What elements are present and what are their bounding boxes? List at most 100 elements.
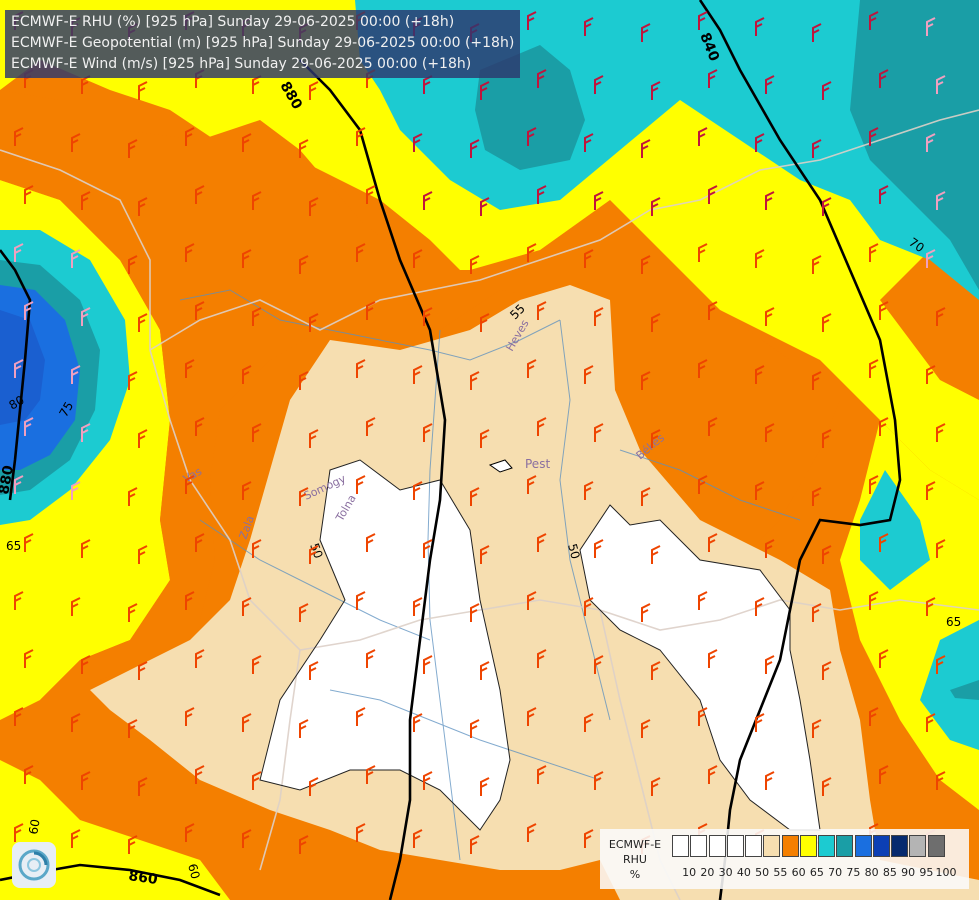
- wind-barb: [413, 597, 423, 616]
- wind-barb: [537, 765, 547, 784]
- legend-title-variable: RHU: [623, 853, 647, 866]
- wind-barb: [128, 371, 138, 390]
- wind-barb: [936, 75, 946, 94]
- wind-barb: [138, 429, 148, 448]
- legend-title: ECMWF-E RHU %: [604, 837, 666, 882]
- legend-tick-label: 30: [718, 866, 733, 879]
- wind-barb: [527, 243, 537, 262]
- wind-barb: [14, 127, 24, 146]
- legend-swatch: [763, 835, 781, 857]
- wind-barb: [584, 133, 594, 152]
- wind-barb: [594, 655, 604, 674]
- wind-barb: [309, 81, 319, 100]
- wind-barb: [138, 197, 148, 216]
- wind-barb: [24, 417, 34, 436]
- wind-barb: [651, 81, 661, 100]
- rhu-55-60-band-north: [0, 90, 840, 700]
- title-line-geopotential: ECMWF-E Geopotential (m) [925 hPa] Sunda…: [11, 35, 515, 51]
- rhu-label-60-south-b: 60: [185, 862, 202, 880]
- wind-barb: [926, 17, 936, 36]
- legend-swatch: [854, 835, 872, 857]
- wind-barb: [242, 133, 252, 152]
- wind-barb: [755, 17, 765, 36]
- wind-barb: [128, 487, 138, 506]
- wind-barb: [252, 191, 262, 210]
- logo: [12, 842, 56, 888]
- wind-barb: [299, 371, 309, 390]
- wind-barb: [594, 75, 604, 94]
- rhu-label-80: 80: [7, 393, 27, 413]
- wind-barb: [879, 649, 889, 668]
- wind-barb: [480, 545, 490, 564]
- wind-barb: [185, 475, 195, 494]
- wind-barb: [252, 655, 262, 674]
- wind-barb: [584, 481, 594, 500]
- title-line-rhu: ECMWF-E RHU (%) [925 hPa] Sunday 29-06-2…: [11, 14, 455, 30]
- wind-barb: [537, 649, 547, 668]
- wind-barb: [936, 191, 946, 210]
- wind-barb: [765, 423, 775, 442]
- legend-tick-label: 20: [700, 866, 715, 879]
- rhu-label-65-east: 65: [946, 615, 961, 629]
- wind-barb: [926, 597, 936, 616]
- wind-barb: [423, 423, 433, 442]
- wind-barb: [926, 133, 936, 152]
- wind-barb: [242, 713, 252, 732]
- wind-barb: [423, 771, 433, 790]
- wind-barb: [356, 243, 366, 262]
- wind-barb: [309, 661, 319, 680]
- wind-barb: [822, 313, 832, 332]
- wind-barb: [698, 591, 708, 610]
- wind-barb: [527, 11, 537, 30]
- wind-barb: [480, 81, 490, 100]
- wind-barb: [641, 255, 651, 274]
- wind-barb: [470, 719, 480, 738]
- wind-barb: [14, 243, 24, 262]
- wind-barb: [14, 359, 24, 378]
- legend-swatch: [708, 835, 726, 857]
- wind-barb: [71, 249, 81, 268]
- wind-barb: [812, 719, 822, 738]
- wind-barb: [527, 823, 537, 842]
- legend-swatch: [799, 835, 817, 857]
- wind-barb: [698, 359, 708, 378]
- wind-barb: [812, 371, 822, 390]
- wind-barb: [242, 829, 252, 848]
- wind-barb: [185, 127, 195, 146]
- wind-barb: [480, 313, 490, 332]
- wind-barb: [195, 765, 205, 784]
- rhu-70-75-area-southeast: [950, 680, 979, 700]
- wind-barb: [698, 127, 708, 146]
- map-title-panel: ECMWF-E RHU (%) [925 hPa] Sunday 29-06-2…: [5, 10, 521, 78]
- wind-barb: [527, 359, 537, 378]
- wind-barb: [309, 313, 319, 332]
- wind-barb: [242, 365, 252, 384]
- wind-barb: [81, 191, 91, 210]
- wind-barb: [185, 707, 195, 726]
- legend-tick-label: 10: [682, 866, 697, 879]
- wind-barb: [708, 301, 718, 320]
- rhu-label-50-west: 50: [307, 541, 325, 560]
- wind-barb: [708, 69, 718, 88]
- wind-barb: [413, 829, 423, 848]
- wind-barb: [584, 597, 594, 616]
- wind-barb: [24, 649, 34, 668]
- legend-tick-label: 85: [882, 866, 897, 879]
- legend-swatch: [781, 835, 799, 857]
- wind-barb: [527, 127, 537, 146]
- legend-tick-label: 70: [828, 866, 843, 879]
- wind-barb: [71, 713, 81, 732]
- wind-barbs: [14, 11, 946, 854]
- wind-barb: [71, 133, 81, 152]
- wind-barb: [138, 313, 148, 332]
- wind-barb: [527, 591, 537, 610]
- wind-barb: [366, 649, 376, 668]
- wind-barb: [299, 487, 309, 506]
- wind-barb: [651, 545, 661, 564]
- wind-barb: [138, 81, 148, 100]
- wind-barb: [879, 69, 889, 88]
- wind-barb: [24, 533, 34, 552]
- wind-barb: [242, 249, 252, 268]
- wind-barb: [71, 597, 81, 616]
